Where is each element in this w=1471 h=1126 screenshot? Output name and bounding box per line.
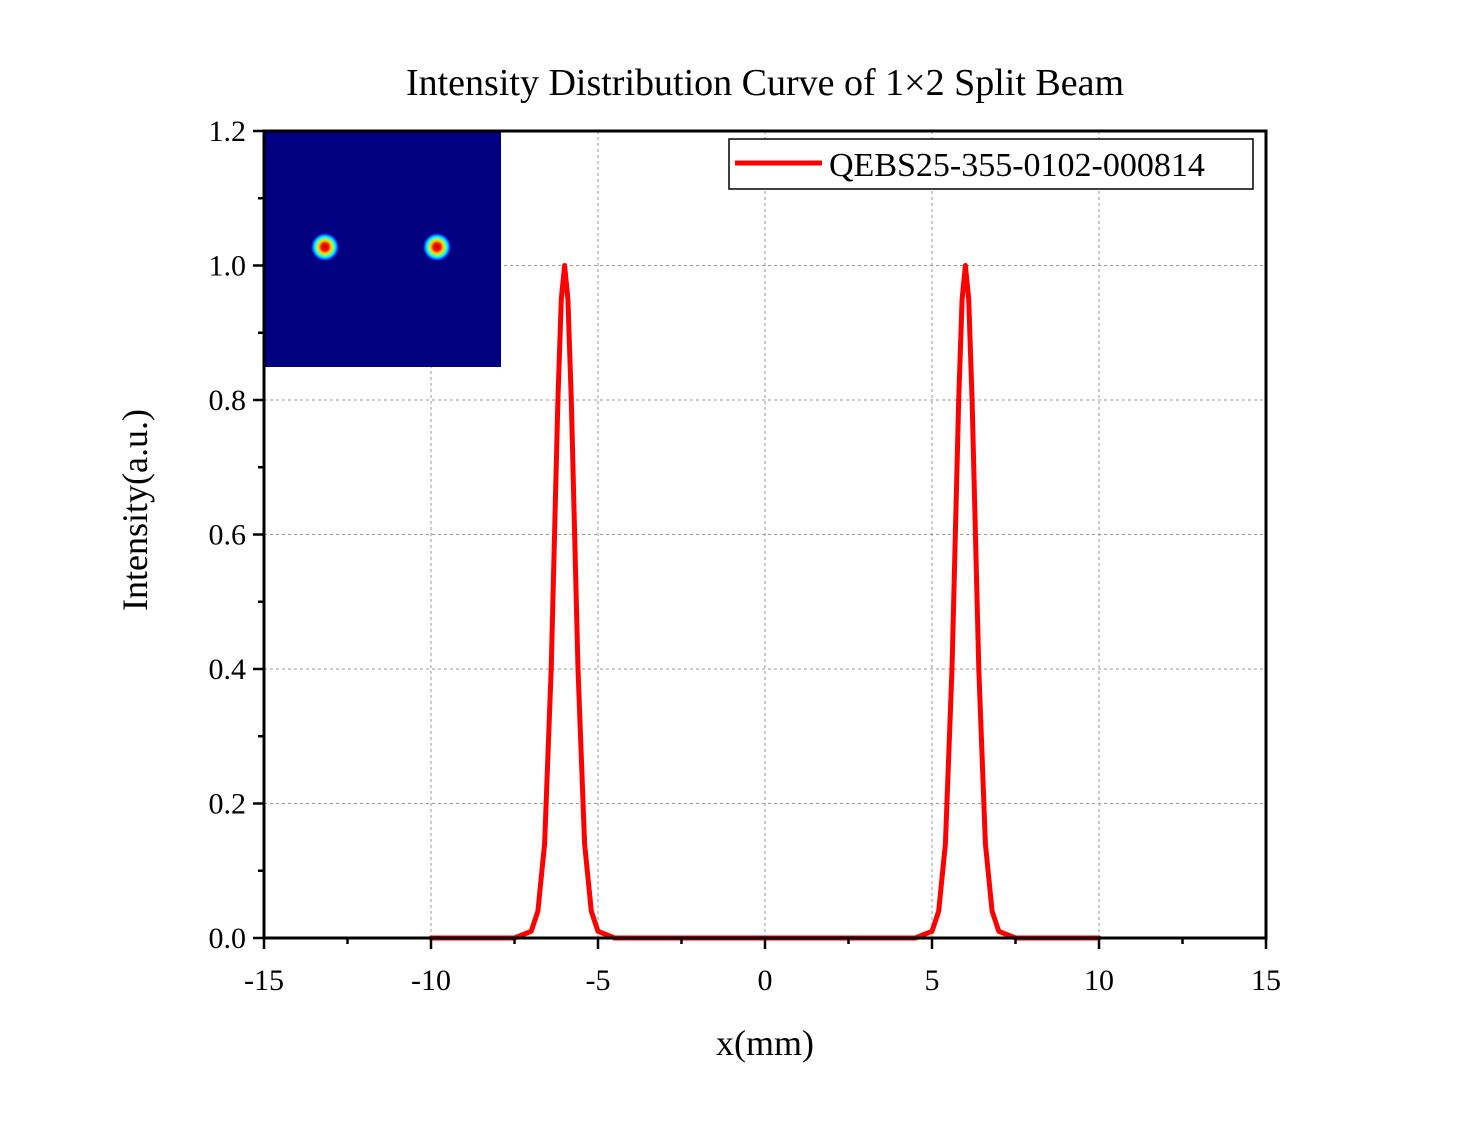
legend: QEBS25-355-0102-000814 <box>728 138 1254 190</box>
x-tick-label-4: 5 <box>925 964 940 997</box>
y-tick-label-2: 0.4 <box>209 653 247 686</box>
y-tick-label-4: 0.8 <box>209 384 247 417</box>
chart-title: Intensity Distribution Curve of 1×2 Spli… <box>406 62 1124 104</box>
y-tick-label-0: 0.0 <box>209 922 247 955</box>
y-tick-label-6: 1.2 <box>209 115 247 148</box>
x-axis-title: x(mm) <box>716 1023 814 1063</box>
x-tick-label-2: -5 <box>586 964 611 997</box>
grid-lines <box>264 131 1266 938</box>
y-tick-labels: 0.0 0.2 0.4 0.6 0.8 1.0 1.2 <box>209 115 247 955</box>
x-tick-label-0: -15 <box>244 964 284 997</box>
inset-spot-right <box>423 233 451 261</box>
y-tick-label-3: 0.6 <box>209 519 247 552</box>
y-tick-label-1: 0.2 <box>209 788 247 821</box>
x-tick-label-6: 15 <box>1251 964 1281 997</box>
x-tick-labels: -15 -10 -5 0 5 10 15 <box>244 964 1281 997</box>
inset-background <box>264 131 501 367</box>
y-tick-label-5: 1.0 <box>209 250 247 283</box>
legend-label: QEBS25-355-0102-000814 <box>829 147 1205 184</box>
x-tick-label-3: 0 <box>758 964 773 997</box>
beam-profile-inset <box>264 131 501 367</box>
y-axis-title: Intensity(a.u.) <box>115 409 155 611</box>
x-tick-label-5: 10 <box>1084 964 1114 997</box>
axis-ticks <box>253 129 1268 949</box>
inset-spot-left <box>311 233 339 261</box>
x-tick-label-1: -10 <box>411 964 451 997</box>
